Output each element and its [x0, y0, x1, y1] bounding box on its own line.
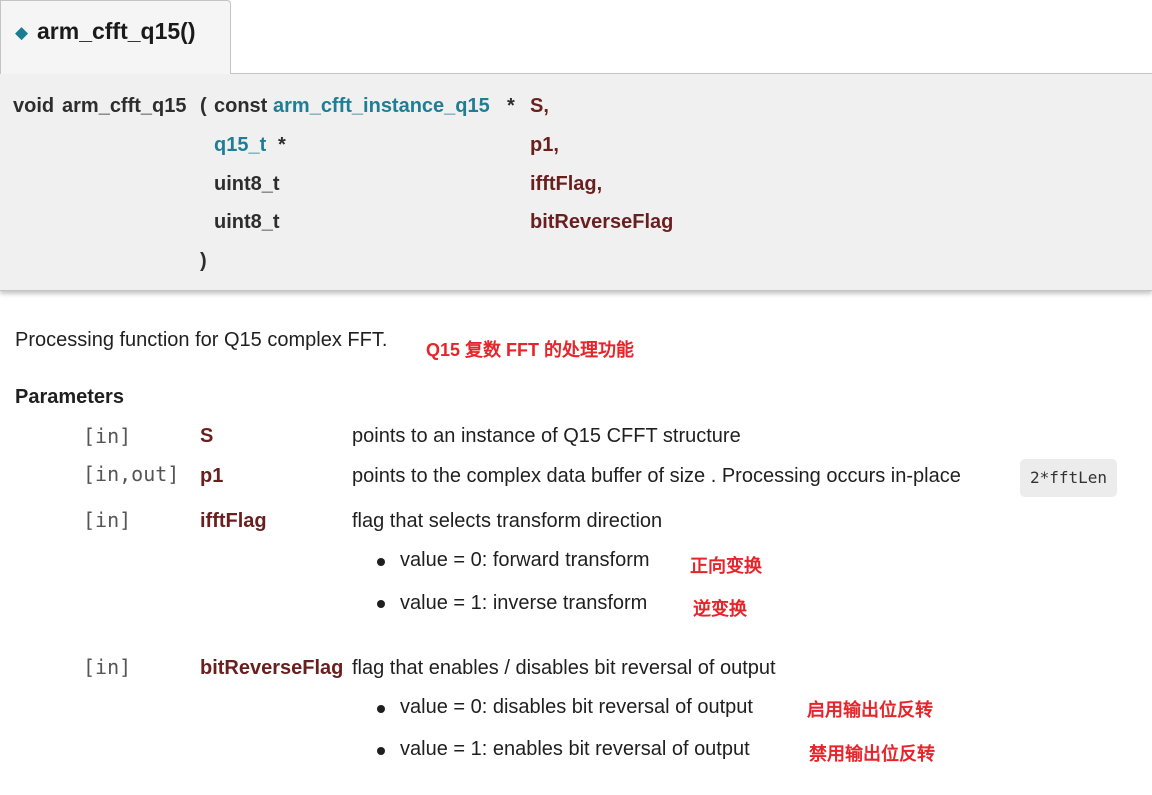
function-name: arm_cfft_q15 [62, 95, 187, 117]
bullet-annotation: 逆变换 [693, 599, 747, 619]
param-type-prefix: const [214, 95, 268, 117]
param-name: S, [530, 95, 549, 117]
return-type: void [13, 95, 55, 117]
param-type-link[interactable]: q15_t [214, 134, 267, 156]
list-item: value = 1: inverse transform [400, 592, 648, 614]
param-type-link[interactable]: arm_cfft_instance_q15 [273, 95, 490, 117]
bullet-icon [377, 558, 385, 566]
function-description: Processing function for Q15 complex FFT. [15, 329, 388, 351]
param-type: uint8_t [214, 173, 280, 195]
param-direction: [in] [83, 655, 132, 679]
param-description: flag that enables / disables bit reversa… [352, 657, 776, 679]
param-description: points to the complex data buffer of siz… [352, 465, 961, 487]
param-name: p1, [530, 134, 559, 156]
bullet-annotation: 禁用输出位反转 [809, 744, 935, 764]
param-name: S [200, 425, 214, 447]
param-direction: [in] [83, 424, 132, 448]
param-direction: [in,out] [83, 462, 180, 486]
close-paren: ) [200, 250, 207, 272]
parameters-heading: Parameters [15, 386, 124, 408]
param-description: points to an instance of Q15 CFFT struct… [352, 425, 741, 447]
param-name: bitReverseFlag [200, 657, 344, 679]
diamond-icon: ◆ [15, 23, 29, 42]
bullet-annotation: 正向变换 [690, 556, 762, 576]
param-name: p1 [200, 465, 224, 487]
param-pointer: * [507, 95, 515, 117]
param-type: uint8_t [214, 211, 280, 233]
list-item: value = 0: forward transform [400, 549, 650, 571]
param-pointer: * [278, 134, 286, 156]
member-title-tab: ◆ arm_cfft_q15() [0, 0, 231, 74]
bullet-icon [377, 705, 385, 713]
param-description: flag that selects transform direction [352, 510, 663, 532]
param-name: ifftFlag [200, 510, 267, 532]
param-direction: [in] [83, 508, 132, 532]
open-paren: ( [200, 95, 207, 117]
inline-code: 2*fftLen [1020, 459, 1117, 497]
list-item: value = 0: disables bit reversal of outp… [400, 696, 753, 718]
list-item: value = 1: enables bit reversal of outpu… [400, 738, 750, 760]
bullet-icon [377, 600, 385, 608]
param-name: ifftFlag, [530, 173, 603, 195]
bullet-annotation: 启用输出位反转 [807, 700, 933, 720]
function-prototype: void arm_cfft_q15 ( const arm_cfft_insta… [0, 73, 1152, 291]
bullet-icon [377, 747, 385, 755]
param-name: bitReverseFlag [530, 211, 674, 233]
description-annotation: Q15 复数 FFT 的处理功能 [426, 340, 635, 360]
member-title: arm_cfft_q15() [37, 18, 196, 44]
